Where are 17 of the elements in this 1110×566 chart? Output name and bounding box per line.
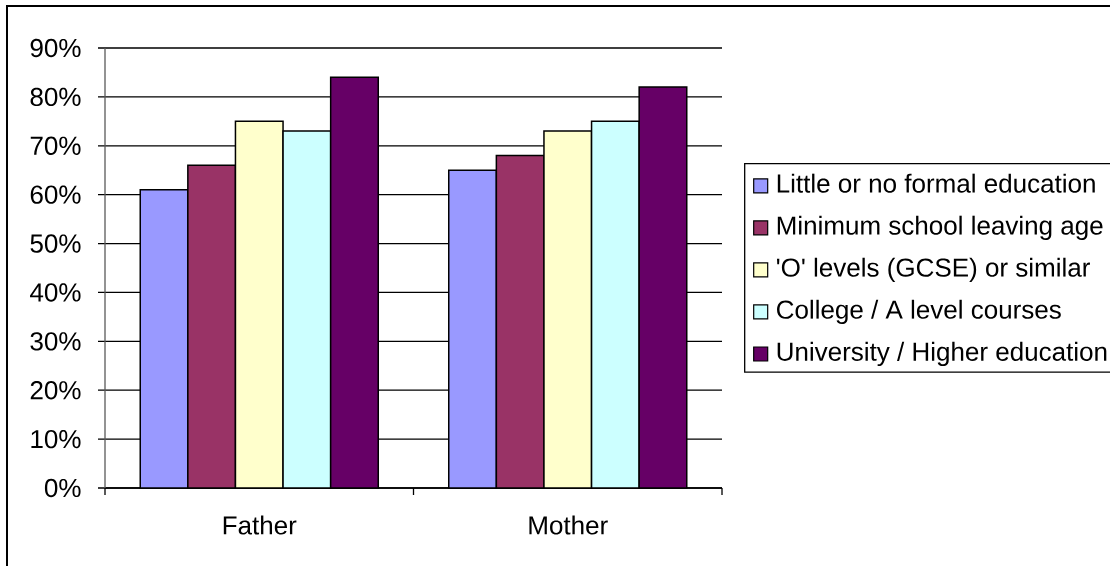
y-tick-label: 70%	[30, 136, 81, 155]
y-tick-label: 60%	[30, 185, 81, 204]
legend-label: University / Higher education	[777, 341, 1107, 367]
x-tick-label: Father	[223, 515, 297, 535]
legend-label: College / A level courses	[777, 299, 1061, 325]
legend-label: Minimum school leaving age	[777, 215, 1103, 240]
x-tick-label: Mother	[529, 515, 608, 535]
y-tick-label: 80%	[30, 87, 81, 107]
y-tick-label: 0%	[44, 478, 81, 498]
y-tick-label: 90%	[30, 38, 81, 58]
y-tick-label: 20%	[30, 381, 81, 400]
legend-label: 'O' levels (GCSE) or similar	[777, 257, 1090, 282]
y-tick-label: 30%	[30, 332, 81, 351]
legend-label: Little or no formal education	[777, 173, 1095, 193]
y-tick-label: 40%	[30, 283, 81, 302]
y-tick-label: 10%	[31, 429, 81, 449]
y-tick-label: 50%	[30, 234, 81, 253]
